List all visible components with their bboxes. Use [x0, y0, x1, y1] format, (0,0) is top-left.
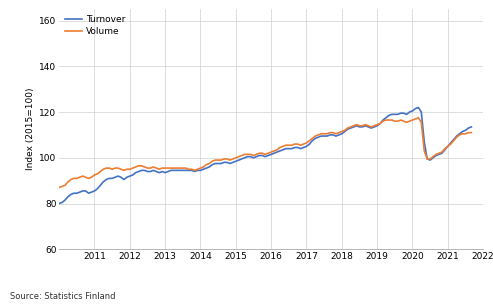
Turnover	[451, 138, 457, 141]
Volume	[192, 168, 198, 172]
Line: Volume: Volume	[59, 118, 471, 188]
Turnover	[192, 170, 198, 173]
Volume	[451, 139, 457, 143]
Turnover	[419, 110, 424, 114]
Volume	[56, 186, 62, 189]
Volume	[416, 116, 422, 119]
Turnover	[468, 125, 474, 129]
Line: Turnover: Turnover	[59, 108, 471, 204]
Y-axis label: Index (2015=100): Index (2015=100)	[26, 88, 35, 171]
Volume	[468, 131, 474, 134]
Text: Source: Statistics Finland: Source: Statistics Finland	[10, 292, 115, 301]
Turnover	[59, 201, 65, 204]
Volume	[80, 174, 86, 178]
Turnover	[416, 106, 422, 109]
Volume	[59, 185, 65, 188]
Legend: Turnover, Volume: Turnover, Volume	[64, 14, 127, 37]
Volume	[407, 119, 413, 123]
Volume	[419, 120, 424, 124]
Turnover	[56, 202, 62, 206]
Turnover	[80, 189, 86, 193]
Turnover	[407, 110, 413, 114]
